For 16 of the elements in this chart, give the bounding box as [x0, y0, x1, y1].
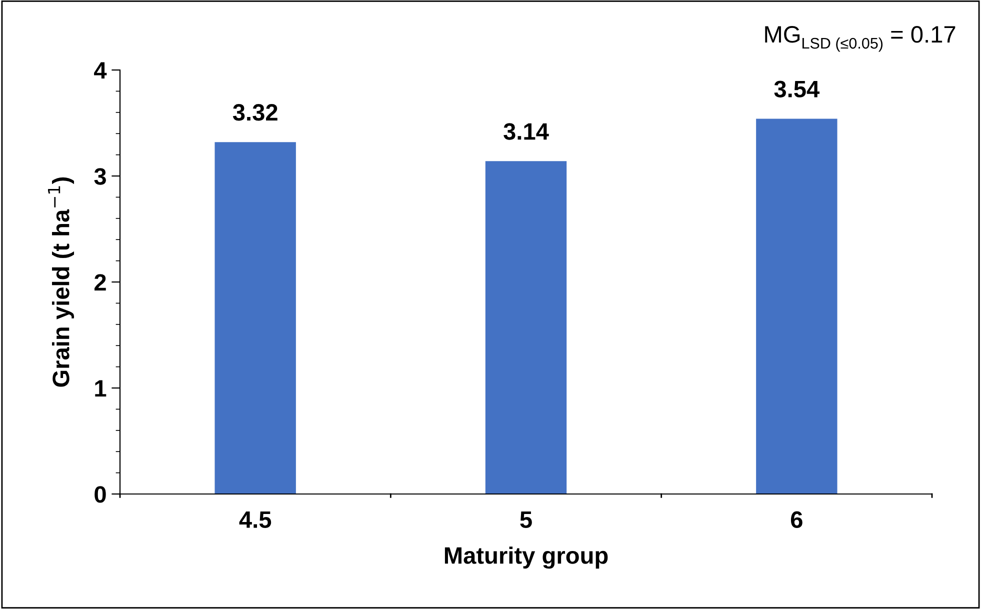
data-label: 3.32	[232, 104, 278, 121]
x-tick-label: 4.5	[239, 512, 272, 528]
bar	[214, 142, 296, 494]
y-tick-label: 3	[94, 168, 106, 185]
x-axis-title: Maturity group	[444, 546, 608, 569]
y-axis-title: Grain yield (t ha$^{−1}$)	[48, 177, 74, 387]
bar	[485, 161, 567, 494]
x-tick-label: 5	[520, 512, 532, 528]
y-tick-label: 4	[94, 62, 107, 79]
bar	[756, 118, 838, 494]
data-label: 3.54	[774, 80, 820, 98]
y-tick-label: 2	[94, 274, 106, 291]
x-tick-label: 6	[790, 511, 802, 528]
y-tick-label: 0	[94, 486, 106, 503]
y-tick-label: 1	[95, 380, 106, 397]
data-label: 3.14	[504, 123, 549, 140]
